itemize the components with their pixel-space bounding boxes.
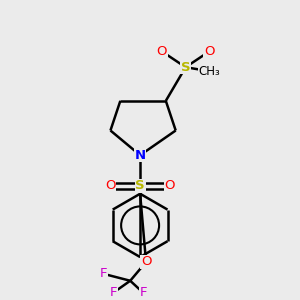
Text: F: F xyxy=(110,286,117,299)
Text: S: S xyxy=(181,61,190,74)
Text: CH₃: CH₃ xyxy=(198,65,220,78)
Text: F: F xyxy=(139,286,147,299)
Text: O: O xyxy=(141,256,151,268)
Text: N: N xyxy=(135,149,146,162)
Text: O: O xyxy=(157,45,167,58)
Text: O: O xyxy=(105,179,116,192)
Text: S: S xyxy=(135,179,145,192)
Text: F: F xyxy=(100,267,107,280)
Text: O: O xyxy=(204,45,214,58)
Text: O: O xyxy=(164,179,175,192)
